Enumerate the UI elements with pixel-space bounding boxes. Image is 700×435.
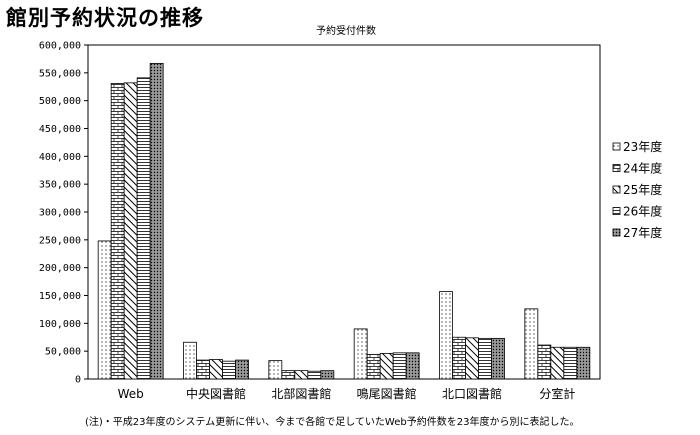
y-tick-label: 100,000 xyxy=(39,319,81,330)
bar-25年度-北口図書館 xyxy=(465,337,479,380)
bar-23年度-分室計 xyxy=(524,308,539,380)
legend-swatch xyxy=(612,185,621,194)
bar-26年度-北部図書館 xyxy=(307,370,322,380)
bar-26年度-Web xyxy=(136,77,151,380)
legend-label: 24年度 xyxy=(623,161,662,176)
legend-label: 27年度 xyxy=(623,225,662,240)
y-tick-label: 550,000 xyxy=(39,68,81,79)
bar-24年度-鳴尾図書館 xyxy=(366,354,381,380)
bar-27年度-Web xyxy=(149,62,164,380)
bar-24年度-Web xyxy=(110,83,125,380)
bar-26年度-鳴尾図書館 xyxy=(392,352,407,380)
bar-25年度-Web xyxy=(123,82,138,380)
legend-swatch xyxy=(612,228,621,237)
page-title: 館別予約状況の推移 xyxy=(6,6,204,30)
bar-23年度-北部図書館 xyxy=(268,360,283,380)
bar-26年度-北口図書館 xyxy=(478,337,492,380)
x-category-label: 中央図書館 xyxy=(186,386,246,401)
y-tick-label: 350,000 xyxy=(39,180,81,191)
y-tick-label: 50,000 xyxy=(45,347,81,358)
y-tick-label: 200,000 xyxy=(39,263,81,274)
plot-area xyxy=(87,44,601,380)
bar-25年度-北部図書館 xyxy=(294,370,309,380)
legend-label: 25年度 xyxy=(623,182,662,197)
y-tick-label: 500,000 xyxy=(39,96,81,107)
y-tick-label: 450,000 xyxy=(39,124,81,135)
bar-27年度-北部図書館 xyxy=(320,370,335,380)
bar-26年度-中央図書館 xyxy=(222,360,236,380)
legend-label: 26年度 xyxy=(623,204,662,219)
y-tick-label: 400,000 xyxy=(39,152,81,163)
x-category-label: 分室計 xyxy=(539,386,575,401)
x-category-label: Web xyxy=(118,387,144,401)
y-tick-label: 250,000 xyxy=(39,235,81,246)
x-category-label: 北口図書館 xyxy=(442,386,502,401)
bar-27年度-分室計 xyxy=(576,346,591,380)
bar-24年度-分室計 xyxy=(537,344,552,380)
y-tick-label: 150,000 xyxy=(39,291,81,302)
bar-27年度-中央図書館 xyxy=(235,359,249,380)
legend-swatch xyxy=(612,142,621,151)
bar-23年度-中央図書館 xyxy=(183,341,197,380)
x-category-label: 北部図書館 xyxy=(271,386,331,401)
legend-label: 23年度 xyxy=(623,139,662,154)
bar-23年度-北口図書館 xyxy=(439,291,453,380)
bar-24年度-中央図書館 xyxy=(196,359,210,380)
footnote: (注)・平成23年度のシステム更新に伴い、今まで各館で足していたWeb予約件数を… xyxy=(85,417,580,428)
legend-swatch xyxy=(612,164,621,172)
bar-24年度-北口図書館 xyxy=(452,336,466,380)
bar-25年度-分室計 xyxy=(550,346,565,380)
bar-27年度-鳴尾図書館 xyxy=(405,352,420,380)
bar-23年度-Web xyxy=(97,240,112,380)
bar-26年度-分室計 xyxy=(563,346,578,380)
x-category-label: 鳴尾図書館 xyxy=(357,386,417,401)
bar-27年度-北口図書館 xyxy=(491,337,505,380)
y-axis-label: 予約受付件数 xyxy=(316,26,376,37)
y-tick-label: 0 xyxy=(75,375,81,386)
legend-swatch xyxy=(612,207,621,215)
bar-24年度-北部図書館 xyxy=(281,370,296,380)
bar-25年度-鳴尾図書館 xyxy=(379,352,394,380)
y-tick-label: 300,000 xyxy=(39,208,81,219)
bar-25年度-中央図書館 xyxy=(209,359,223,380)
y-tick-label: 600,000 xyxy=(39,41,81,52)
bar-23年度-鳴尾図書館 xyxy=(353,328,368,380)
